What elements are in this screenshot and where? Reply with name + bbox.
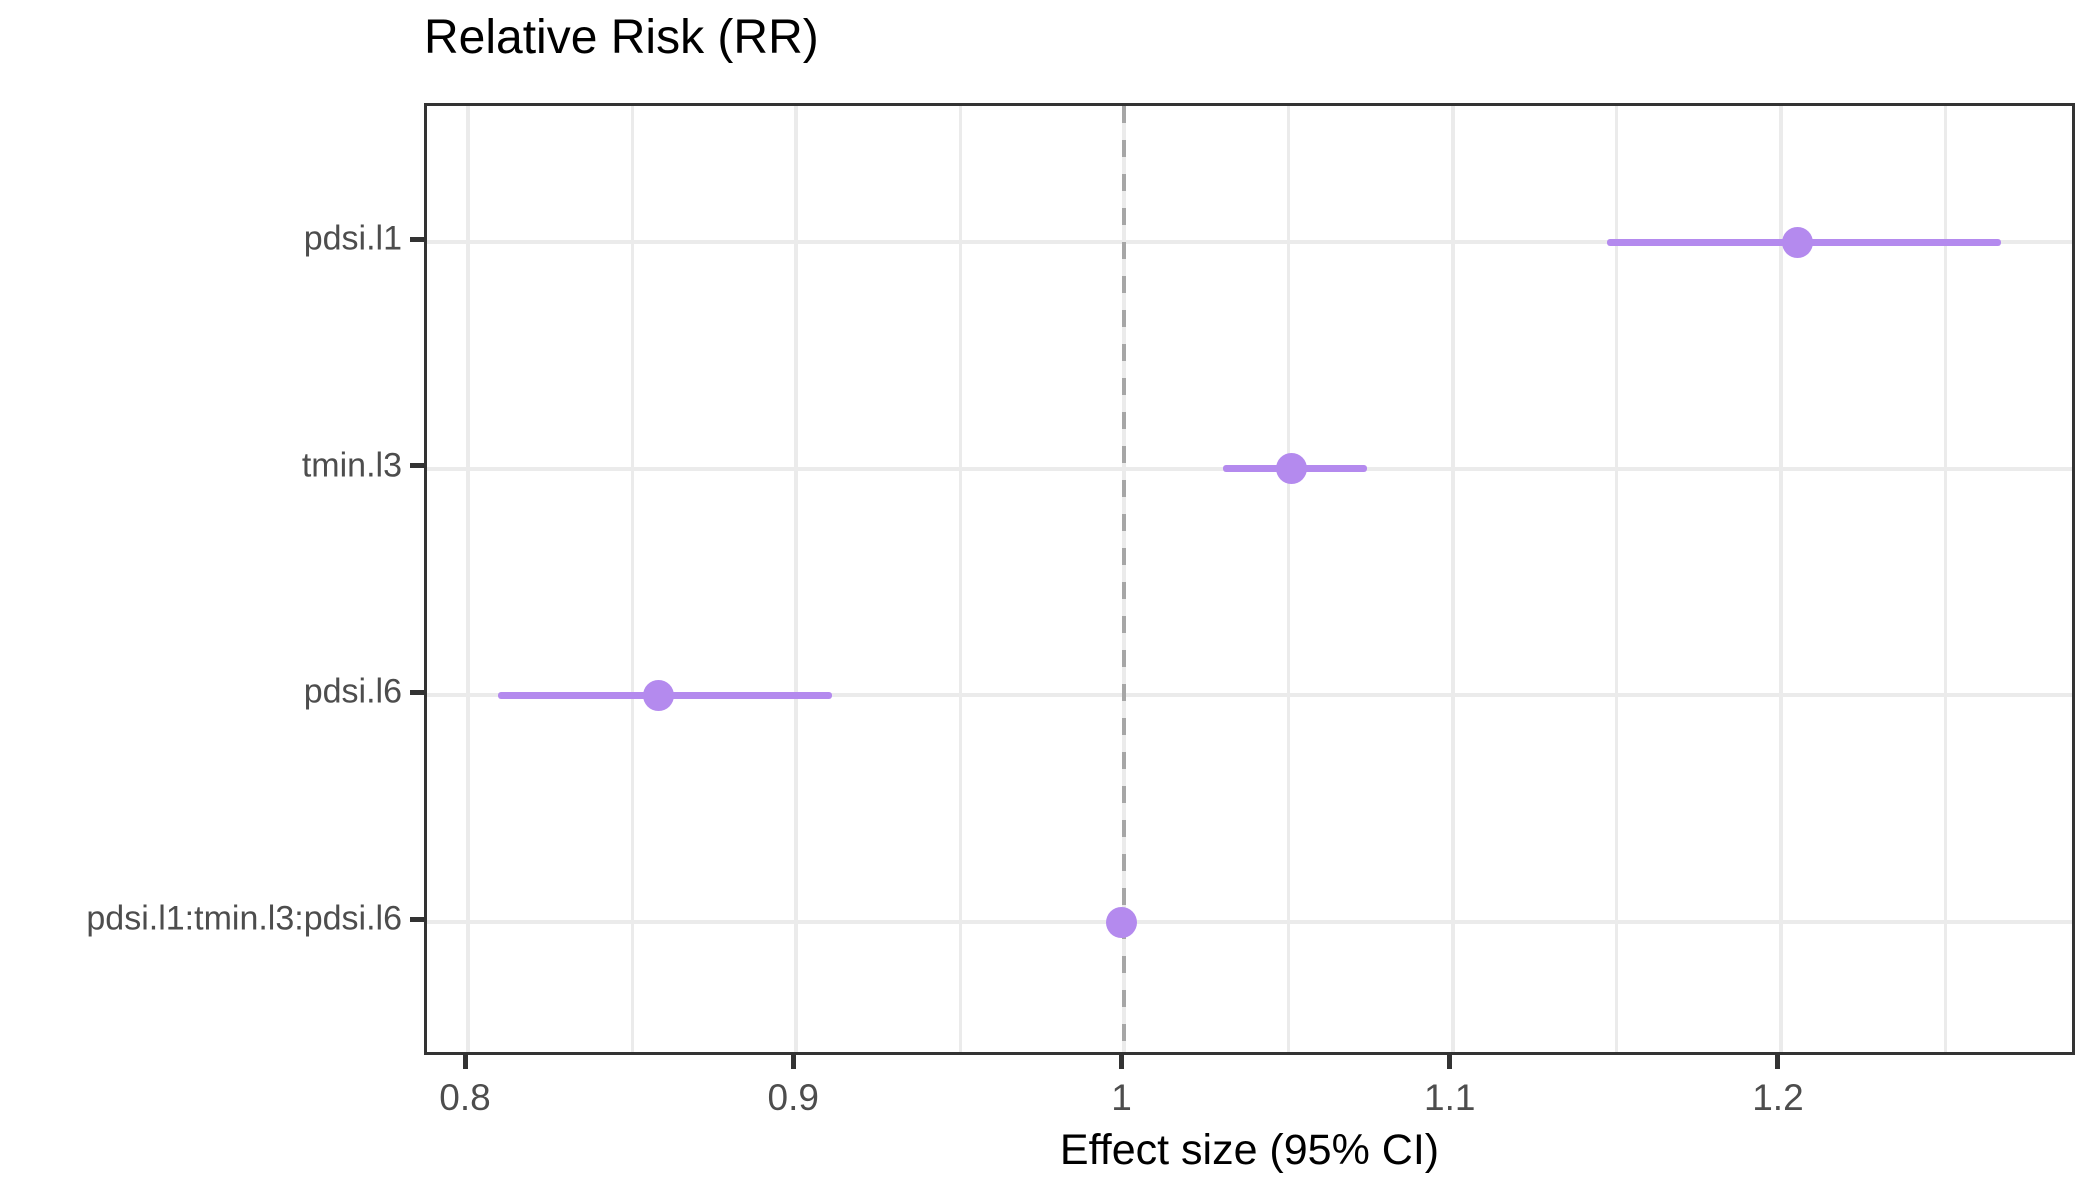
x-axis-label: 0.9 — [767, 1077, 819, 1118]
row-gridline — [427, 240, 2072, 244]
y-axis-tick — [410, 689, 424, 695]
y-axis-label: tmin.l3 — [301, 446, 402, 485]
y-axis-label: pdsi.l6 — [303, 672, 402, 711]
major-gridline — [794, 106, 799, 1052]
minor-gridline — [958, 106, 962, 1052]
minor-gridline — [1943, 106, 1947, 1052]
plot-panel — [424, 103, 2075, 1055]
x-axis-label: 0.8 — [439, 1077, 491, 1118]
minor-gridline — [1615, 106, 1619, 1052]
minor-gridline — [1287, 106, 1291, 1052]
plot-title: Relative Risk (RR) — [424, 11, 819, 64]
major-gridline — [1778, 106, 1783, 1052]
x-axis-label: 1.1 — [1424, 1077, 1476, 1118]
x-axis-label: 1 — [1111, 1077, 1132, 1118]
reference-line — [1122, 106, 1127, 1052]
major-gridline — [466, 106, 471, 1052]
major-gridline — [1450, 106, 1455, 1052]
y-axis-tick — [410, 236, 424, 242]
point-estimate — [1781, 226, 1813, 258]
y-axis-tick — [410, 916, 424, 922]
x-axis-tick — [1775, 1055, 1781, 1069]
x-axis-title: Effect size (95% CI) — [1059, 1126, 1440, 1174]
x-axis-tick — [1118, 1055, 1124, 1069]
x-axis-tick — [462, 1055, 468, 1069]
y-axis-label: pdsi.l1:tmin.l3:pdsi.l6 — [86, 899, 402, 938]
x-axis-tick — [790, 1055, 796, 1069]
y-axis-label: pdsi.l1 — [303, 219, 402, 258]
minor-gridline — [630, 106, 634, 1052]
y-axis-tick — [410, 463, 424, 469]
point-estimate — [1105, 906, 1137, 938]
x-axis-tick — [1447, 1055, 1453, 1069]
row-gridline — [427, 920, 2072, 924]
row-gridline — [427, 693, 2072, 698]
x-axis-label: 1.2 — [1752, 1077, 1804, 1118]
point-estimate — [642, 679, 674, 711]
point-estimate — [1276, 453, 1308, 485]
